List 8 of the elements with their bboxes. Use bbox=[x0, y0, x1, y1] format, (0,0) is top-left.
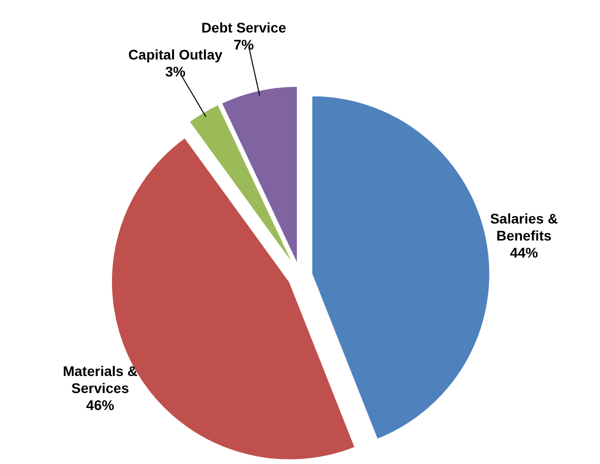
data-label: 3% bbox=[165, 64, 186, 80]
slice-label: Debt Service bbox=[201, 20, 286, 36]
data-label: 44% bbox=[510, 244, 539, 260]
slice-label: Materials & Services bbox=[62, 362, 138, 396]
data-label: 7% bbox=[234, 36, 254, 53]
slice-label: Salaries & Benefits bbox=[490, 210, 558, 244]
data-label: 46% bbox=[86, 396, 115, 413]
slice-label: Capital Outlay bbox=[128, 46, 223, 63]
